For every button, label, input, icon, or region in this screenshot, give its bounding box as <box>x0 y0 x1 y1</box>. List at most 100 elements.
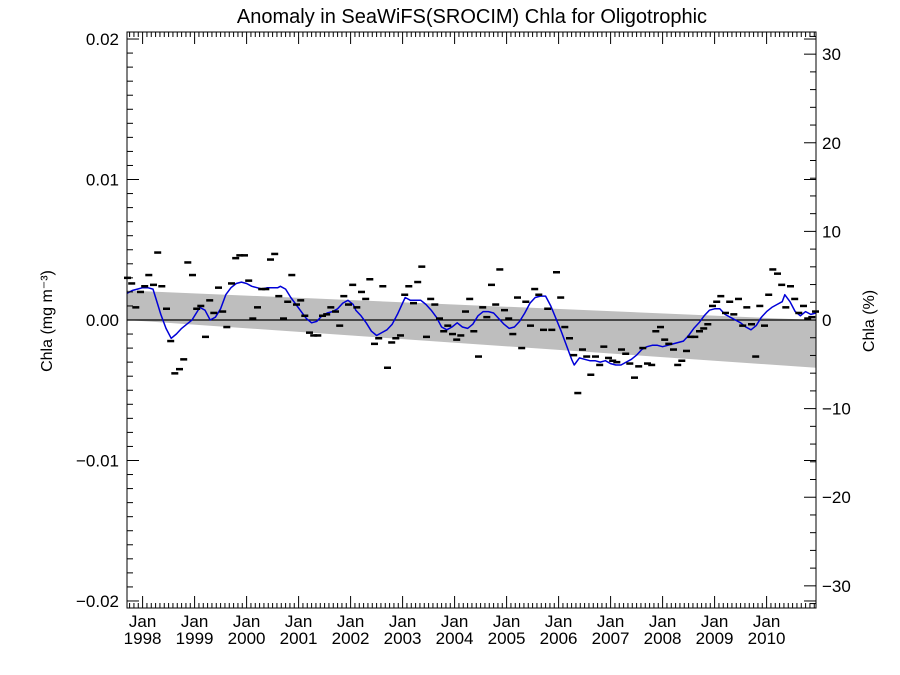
anomaly-point <box>670 348 677 351</box>
anomaly-point <box>778 283 786 287</box>
anomaly-point <box>652 330 660 333</box>
x-tick-year: 2009 <box>696 629 734 648</box>
anomaly-point <box>245 279 253 282</box>
anomaly-point <box>336 324 344 327</box>
anomaly-point <box>206 299 214 302</box>
anomaly-point <box>414 280 422 284</box>
anomaly-point <box>466 297 474 301</box>
y-axis-label-left: Chla (mg m⁻³) <box>39 270 56 372</box>
running-mean-layer <box>126 281 817 366</box>
left-tick-label: 0.02 <box>86 30 119 49</box>
x-tick-month: Jan <box>389 612 416 631</box>
anomaly-point <box>323 313 331 316</box>
x-tick-month: Jan <box>493 612 520 631</box>
x-tick-month: Jan <box>753 612 780 631</box>
anomaly-point <box>288 273 296 277</box>
anomaly-point <box>371 342 378 346</box>
x-tick-month: Jan <box>337 612 364 631</box>
anomaly-point <box>631 376 638 379</box>
anomaly-point <box>678 359 686 362</box>
anomaly-point <box>527 324 534 327</box>
anomaly-point <box>761 324 768 327</box>
anomaly-point <box>583 355 591 358</box>
anomaly-point <box>388 341 396 344</box>
x-tick-year: 2005 <box>488 629 526 648</box>
anomaly-point <box>314 334 322 337</box>
anomaly-point <box>648 363 656 367</box>
anomaly-point <box>535 293 543 296</box>
anomaly-point <box>137 290 144 294</box>
anomaly-point <box>219 310 227 313</box>
anomaly-point <box>232 256 240 260</box>
anomaly-point <box>683 349 690 353</box>
anomaly-point <box>158 285 166 288</box>
x-tick-month: Jan <box>233 612 260 631</box>
anomaly-point <box>596 363 604 367</box>
anomaly-point <box>293 303 300 306</box>
right-tick-label: −10 <box>822 400 851 419</box>
right-tick-label: 30 <box>822 45 841 64</box>
anomaly-point <box>379 285 387 288</box>
anomaly-point <box>618 348 625 351</box>
left-tick-label: −0.02 <box>76 592 119 611</box>
anomaly-point <box>622 352 630 355</box>
x-tick-year: 2010 <box>748 629 786 648</box>
left-tick-label: 0.01 <box>86 171 119 190</box>
x-tick-year: 2007 <box>592 629 630 648</box>
anomaly-point <box>600 345 608 348</box>
anomaly-point <box>319 314 326 317</box>
anomaly-point <box>284 300 292 303</box>
x-tick-year: 2003 <box>384 629 422 648</box>
anomaly-point <box>241 254 248 257</box>
anomaly-point <box>557 296 565 299</box>
anomaly-point <box>644 362 651 365</box>
anomaly-point <box>470 330 478 333</box>
anomaly-point <box>769 268 777 271</box>
anomaly-point <box>418 265 426 268</box>
monthly-anomaly-layer <box>124 251 819 395</box>
anomaly-point <box>215 286 222 289</box>
anomaly-point <box>306 331 313 334</box>
anomaly-point <box>687 335 695 339</box>
anomaly-point <box>163 307 170 310</box>
anomaly-point <box>566 337 573 340</box>
anomaly-point <box>145 273 153 277</box>
anomaly-point <box>210 311 218 315</box>
anomaly-point <box>327 306 335 309</box>
anomaly-point <box>609 359 617 362</box>
anomaly-point <box>423 335 430 339</box>
x-tick-year: 2001 <box>280 629 318 648</box>
anomaly-point <box>492 303 500 306</box>
anomaly-point <box>202 335 209 339</box>
anomaly-point <box>752 355 760 358</box>
anomaly-point <box>505 317 513 320</box>
y-axis-label-right: Chla (%) <box>861 290 878 352</box>
running-mean-line <box>126 281 817 366</box>
anomaly-point <box>691 335 699 339</box>
x-tick-month: Jan <box>545 612 572 631</box>
anomaly-point <box>444 324 452 327</box>
anomaly-point <box>605 356 612 360</box>
x-tick-year: 2006 <box>540 629 578 648</box>
anomaly-point <box>774 272 781 275</box>
x-tick-month: Jan <box>441 612 468 631</box>
anomaly-point <box>661 338 669 341</box>
anomaly-point <box>345 303 352 306</box>
anomaly-point <box>254 306 261 309</box>
anomaly-point <box>405 285 413 288</box>
anomaly-point <box>743 306 751 309</box>
x-tick-year: 2002 <box>332 629 370 648</box>
anomaly-point <box>475 355 482 358</box>
anomaly-point <box>722 311 729 315</box>
anomaly-point <box>522 300 530 303</box>
anomaly-point <box>787 285 794 288</box>
right-tick-label: 0 <box>822 311 831 330</box>
anomaly-point <box>310 334 318 337</box>
anomaly-point <box>392 337 400 340</box>
anomaly-point <box>514 296 521 299</box>
anomaly-point <box>804 317 812 320</box>
anomaly-point <box>440 330 448 333</box>
anomaly-point <box>665 342 673 346</box>
anomaly-point <box>462 310 469 313</box>
anomaly-point <box>167 339 175 343</box>
